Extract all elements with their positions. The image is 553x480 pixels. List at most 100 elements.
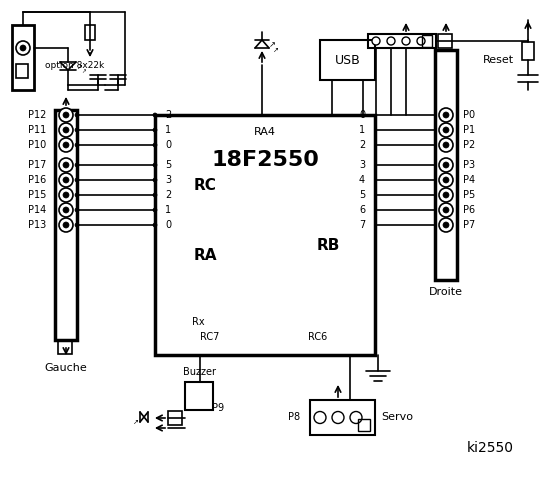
Circle shape xyxy=(63,162,69,168)
Bar xyxy=(155,115,375,355)
Circle shape xyxy=(59,108,73,122)
Bar xyxy=(438,34,452,48)
Circle shape xyxy=(75,193,79,197)
Text: P9: P9 xyxy=(212,403,224,413)
Circle shape xyxy=(443,222,449,228)
Circle shape xyxy=(59,173,73,187)
Circle shape xyxy=(16,41,30,55)
Circle shape xyxy=(439,173,453,187)
Text: P14: P14 xyxy=(28,205,46,215)
Circle shape xyxy=(332,411,344,423)
Text: RB: RB xyxy=(316,238,340,252)
Circle shape xyxy=(63,207,69,213)
Circle shape xyxy=(63,142,69,148)
Text: 3: 3 xyxy=(165,175,171,185)
Circle shape xyxy=(63,127,69,133)
Circle shape xyxy=(153,143,157,147)
Text: P12: P12 xyxy=(28,110,46,120)
Circle shape xyxy=(75,163,79,167)
Text: P13: P13 xyxy=(28,220,46,230)
Circle shape xyxy=(75,208,79,212)
Text: ↗: ↗ xyxy=(82,70,86,74)
Text: 1: 1 xyxy=(359,125,365,135)
Text: Buzzer: Buzzer xyxy=(182,367,216,377)
Circle shape xyxy=(439,138,453,152)
Circle shape xyxy=(387,37,395,45)
Circle shape xyxy=(59,203,73,217)
Text: 0: 0 xyxy=(165,140,171,150)
Text: P6: P6 xyxy=(463,205,475,215)
Circle shape xyxy=(75,128,79,132)
Bar xyxy=(368,34,436,48)
Circle shape xyxy=(439,108,453,122)
Bar xyxy=(522,42,534,60)
Text: P2: P2 xyxy=(463,140,475,150)
Circle shape xyxy=(75,223,79,227)
Text: USB: USB xyxy=(335,53,361,67)
Circle shape xyxy=(372,37,380,45)
Text: Gauche: Gauche xyxy=(45,363,87,373)
Circle shape xyxy=(439,218,453,232)
Circle shape xyxy=(443,192,449,198)
Text: P10: P10 xyxy=(28,140,46,150)
Circle shape xyxy=(75,113,79,117)
Text: P15: P15 xyxy=(28,190,46,200)
Circle shape xyxy=(417,37,425,45)
Text: ki2550: ki2550 xyxy=(467,441,514,455)
Text: P5: P5 xyxy=(463,190,475,200)
Circle shape xyxy=(443,162,449,168)
Circle shape xyxy=(75,178,79,182)
Circle shape xyxy=(153,178,157,182)
Text: Rx: Rx xyxy=(192,317,204,327)
Text: RC6: RC6 xyxy=(309,332,327,342)
Text: P8: P8 xyxy=(288,412,300,422)
Circle shape xyxy=(443,142,449,148)
Text: ↗: ↗ xyxy=(77,64,83,70)
Circle shape xyxy=(439,203,453,217)
Circle shape xyxy=(153,208,157,212)
Text: RC: RC xyxy=(194,178,216,192)
Bar xyxy=(320,40,375,80)
Text: 0: 0 xyxy=(165,220,171,230)
Text: P16: P16 xyxy=(28,175,46,185)
Text: 3: 3 xyxy=(359,160,365,170)
Text: 1: 1 xyxy=(165,125,171,135)
Text: Servo: Servo xyxy=(381,412,413,422)
Circle shape xyxy=(402,37,410,45)
Text: P0: P0 xyxy=(463,110,475,120)
Text: 4: 4 xyxy=(359,175,365,185)
Circle shape xyxy=(443,177,449,183)
Text: P17: P17 xyxy=(28,160,46,170)
Text: 2: 2 xyxy=(165,190,171,200)
Text: P3: P3 xyxy=(463,160,475,170)
Bar xyxy=(310,400,375,435)
Circle shape xyxy=(439,158,453,172)
Circle shape xyxy=(63,112,69,118)
Text: P11: P11 xyxy=(28,125,46,135)
Circle shape xyxy=(63,177,69,183)
Circle shape xyxy=(59,188,73,202)
Circle shape xyxy=(443,112,449,118)
Circle shape xyxy=(439,123,453,137)
Bar xyxy=(422,35,432,47)
Text: Reset: Reset xyxy=(482,55,514,65)
Circle shape xyxy=(153,193,157,197)
Bar xyxy=(12,25,34,90)
Bar xyxy=(55,110,77,340)
Text: RA: RA xyxy=(193,248,217,263)
Text: 5: 5 xyxy=(359,190,365,200)
Circle shape xyxy=(75,143,79,147)
Text: Droite: Droite xyxy=(429,287,463,297)
Text: ↗: ↗ xyxy=(269,40,275,49)
Circle shape xyxy=(153,113,157,117)
Text: P1: P1 xyxy=(463,125,475,135)
Circle shape xyxy=(153,128,157,132)
Text: 2: 2 xyxy=(359,140,365,150)
Text: 0: 0 xyxy=(359,110,365,120)
Circle shape xyxy=(59,138,73,152)
Circle shape xyxy=(63,222,69,228)
Text: P4: P4 xyxy=(463,175,475,185)
Text: 6: 6 xyxy=(359,205,365,215)
Text: ↗: ↗ xyxy=(133,419,139,425)
Text: 5: 5 xyxy=(165,160,171,170)
